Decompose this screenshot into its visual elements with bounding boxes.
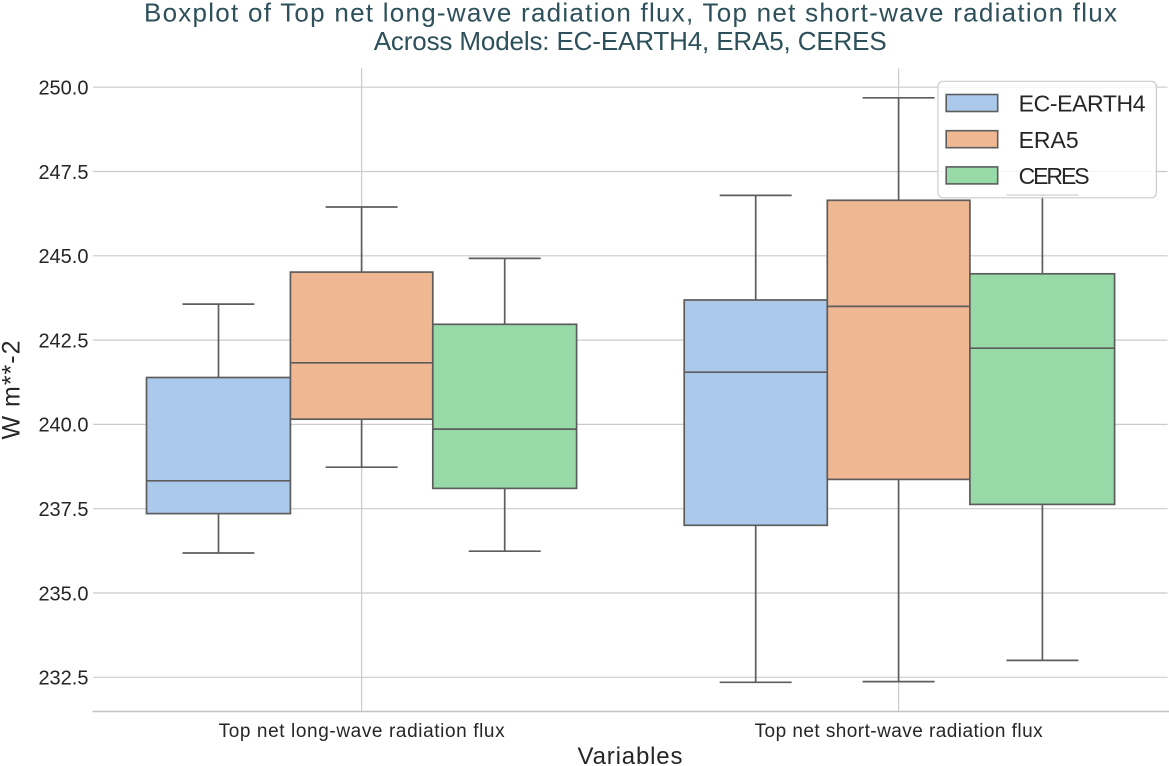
svg-text:242.5: 242.5	[38, 330, 88, 352]
svg-text:232.5: 232.5	[38, 668, 88, 690]
svg-text:Top net long-wave radiation fl: Top net long-wave radiation flux	[219, 721, 505, 742]
svg-text:CERES: CERES	[1019, 163, 1090, 189]
svg-text:240.0: 240.0	[38, 415, 88, 437]
svg-text:247.5: 247.5	[38, 162, 88, 184]
svg-text:237.5: 237.5	[38, 499, 88, 521]
svg-text:ERA5: ERA5	[1019, 127, 1079, 153]
svg-text:Variables: Variables	[578, 743, 683, 766]
svg-text:250.0: 250.0	[38, 78, 88, 100]
svg-text:245.0: 245.0	[38, 246, 88, 268]
svg-text:Top net short-wave radiation f: Top net short-wave radiation flux	[755, 721, 1044, 742]
svg-text:Across Models: EC-EARTH4, ERA5: Across Models: EC-EARTH4, ERA5, CERES	[374, 26, 887, 56]
svg-text:235.0: 235.0	[38, 583, 88, 605]
svg-text:W m**-2: W m**-2	[0, 341, 26, 440]
svg-text:Boxplot of Top net long-wave r: Boxplot of Top net long-wave radiation f…	[144, 0, 1117, 28]
svg-text:EC-EARTH4: EC-EARTH4	[1019, 91, 1146, 117]
